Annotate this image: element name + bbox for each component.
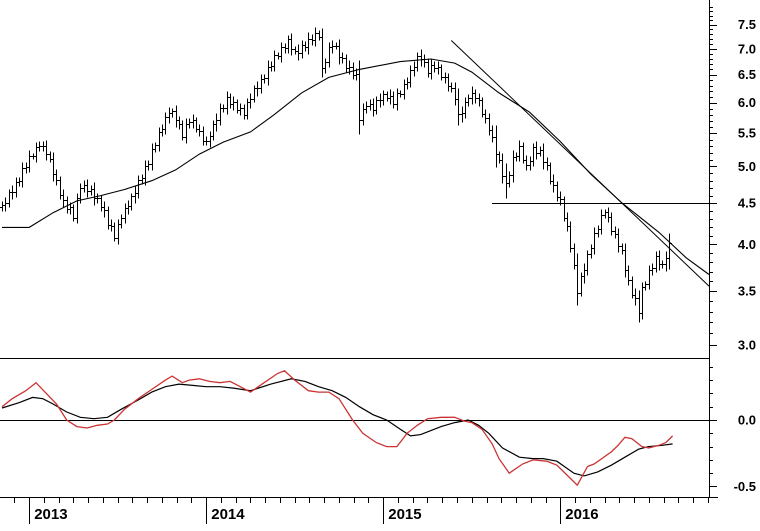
svg-text:4.5: 4.5 xyxy=(738,196,756,211)
svg-text:6.5: 6.5 xyxy=(738,67,756,82)
price-axis-ticks xyxy=(709,7,717,346)
chart-frame xyxy=(0,0,718,498)
svg-text:2016: 2016 xyxy=(565,506,598,523)
oscillator-axis-ticks xyxy=(709,367,717,487)
svg-text:2014: 2014 xyxy=(211,506,245,523)
svg-text:2013: 2013 xyxy=(34,506,67,523)
svg-text:7.0: 7.0 xyxy=(738,41,756,56)
svg-text:4.0: 4.0 xyxy=(738,237,756,252)
trendline xyxy=(450,40,710,287)
svg-text:2015: 2015 xyxy=(388,506,421,523)
svg-text:7.5: 7.5 xyxy=(738,17,756,32)
svg-text:5.0: 5.0 xyxy=(738,159,756,174)
time-axis-labels: 2013 2014 2015 2016 xyxy=(34,506,598,523)
svg-text:3.0: 3.0 xyxy=(738,337,756,352)
oscillator-fast-line xyxy=(1,370,674,487)
price-axis-labels: 7.5 7.0 6.5 6.0 5.5 5.0 4.5 4.0 3.5 3.0 xyxy=(738,17,756,352)
oscillator-axis-labels: 0.0 -0.5 xyxy=(734,412,756,494)
ohlc-bars xyxy=(0,27,672,323)
svg-text:0.0: 0.0 xyxy=(738,412,756,427)
oscillator-slow-line xyxy=(1,378,673,477)
svg-text:3.5: 3.5 xyxy=(738,284,756,299)
svg-text:5.5: 5.5 xyxy=(738,126,756,141)
svg-text:6.0: 6.0 xyxy=(738,95,756,110)
moving-average-line xyxy=(2,58,710,275)
svg-text:-0.5: -0.5 xyxy=(734,479,756,494)
time-axis-ticks xyxy=(14,497,709,524)
